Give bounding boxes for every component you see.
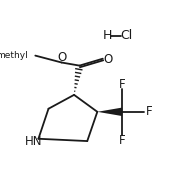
Polygon shape — [97, 108, 122, 116]
Text: O: O — [104, 53, 113, 66]
Text: F: F — [146, 105, 153, 118]
Text: F: F — [119, 134, 126, 147]
Text: O: O — [58, 51, 67, 64]
Text: methyl: methyl — [0, 51, 28, 60]
Text: H: H — [103, 29, 112, 42]
Text: F: F — [119, 78, 126, 90]
Text: Cl: Cl — [120, 29, 132, 42]
Text: HN: HN — [25, 135, 43, 148]
